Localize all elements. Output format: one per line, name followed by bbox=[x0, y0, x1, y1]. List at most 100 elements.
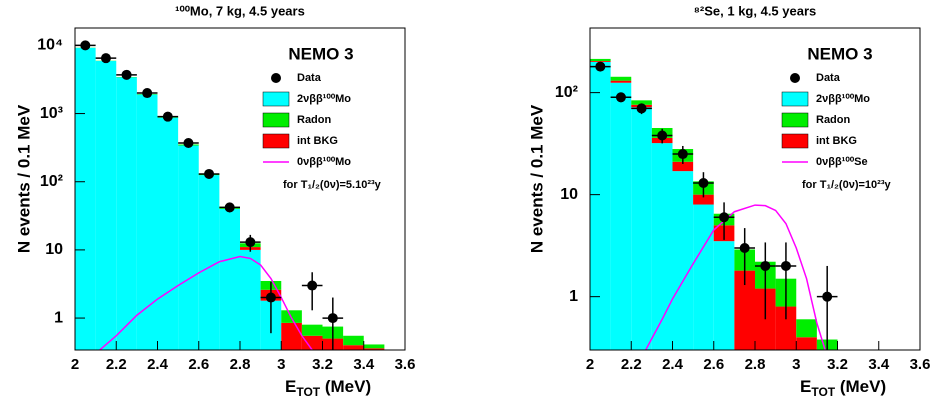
data-point bbox=[162, 111, 173, 122]
histogram-bar bbox=[610, 80, 632, 83]
histogram-bar bbox=[363, 348, 385, 350]
histogram-bar bbox=[240, 249, 261, 350]
histogram-bar bbox=[343, 345, 364, 350]
panel: 2 2.2 2.4 2.6 2.8 3 3.2 3.4 3.6 1 10 10² 10³ 10⁴ ¹⁰⁰Mo… bbox=[14, 3, 415, 399]
signal-curve bbox=[645, 204, 826, 350]
plot-area bbox=[590, 58, 838, 350]
histogram-bar bbox=[775, 306, 797, 350]
y-tick-label: 1 bbox=[54, 309, 63, 326]
x-axis-label: ETOT (MeV) bbox=[800, 377, 886, 399]
histogram-bar bbox=[693, 194, 714, 205]
x-label-sub: TOT bbox=[811, 385, 835, 399]
histogram-bar bbox=[281, 322, 302, 350]
x-label-main: E bbox=[285, 377, 296, 396]
histogram-bar bbox=[363, 344, 385, 349]
histogram-bar bbox=[178, 145, 199, 350]
x-label-unit: (MeV) bbox=[320, 377, 371, 396]
legend-swatch bbox=[262, 112, 290, 128]
legend-label: Data bbox=[297, 72, 322, 84]
x-tick-label: 3.6 bbox=[910, 356, 931, 373]
legend-label: 2νββ¹⁰⁰Mo bbox=[816, 93, 870, 105]
panel: 2 2.2 2.4 2.6 2.8 3 3.2 3.4 3.6 1 10 10² ⁸²Se, 1 kg,… bbox=[527, 3, 930, 399]
chart-title: ¹⁰⁰Mo, 7 kg, 4.5 years bbox=[175, 3, 305, 18]
legend-label: Data bbox=[816, 72, 841, 84]
data-point bbox=[183, 138, 194, 149]
y-tick-label: 10² bbox=[555, 84, 578, 101]
histogram-bar bbox=[219, 208, 240, 350]
x-tick-label: 2.4 bbox=[147, 356, 169, 373]
legend-label: 2νββ¹⁰⁰Mo bbox=[297, 93, 351, 105]
histogram-bar bbox=[95, 61, 117, 350]
histogram-bar bbox=[301, 324, 323, 336]
x-label-main: E bbox=[800, 377, 811, 396]
x-tick-label: 2.8 bbox=[230, 356, 251, 373]
x-axis-label: ETOT (MeV) bbox=[285, 377, 371, 399]
histogram-bar bbox=[301, 335, 323, 350]
data-point bbox=[719, 212, 730, 223]
legend-label: int BKG bbox=[297, 135, 338, 147]
data-point bbox=[739, 242, 750, 253]
legend-label: Radon bbox=[816, 114, 851, 126]
data-point bbox=[595, 61, 606, 72]
x-tick-label: 2.6 bbox=[703, 356, 724, 373]
x-tick-label: 3 bbox=[277, 356, 285, 373]
annotation: for T₁/₂(0ν)=5.10²³y bbox=[283, 179, 382, 191]
x-tick-label: 2 bbox=[586, 356, 594, 373]
legend-label: 0νββ¹⁰⁰Se bbox=[816, 156, 868, 168]
legend-swatch bbox=[781, 91, 809, 107]
histogram-bar bbox=[713, 241, 735, 350]
x-label-sub: TOT bbox=[296, 385, 320, 399]
data-point bbox=[100, 53, 111, 64]
legend-swatch bbox=[781, 112, 809, 128]
data-point bbox=[657, 130, 668, 141]
x-tick-label: 2.8 bbox=[745, 356, 766, 373]
data-point bbox=[307, 280, 318, 291]
y-tick-label: 10² bbox=[40, 173, 63, 190]
x-tick-label: 3.2 bbox=[312, 356, 333, 373]
legend-swatch bbox=[262, 91, 290, 107]
data-point bbox=[121, 69, 132, 80]
data-point bbox=[265, 292, 276, 303]
y-tick-label: 1 bbox=[569, 288, 578, 305]
legend-swatch bbox=[781, 133, 809, 149]
signal-curve bbox=[99, 255, 313, 350]
data-point bbox=[245, 237, 256, 248]
data-point bbox=[224, 202, 235, 213]
legend-label: 0νββ¹⁰⁰Mo bbox=[297, 156, 351, 168]
legend-marker bbox=[790, 73, 800, 83]
legend-title: NEMO 3 bbox=[288, 44, 353, 63]
data-point bbox=[204, 168, 215, 179]
y-tick-label: 10 bbox=[45, 241, 63, 258]
legend-title: NEMO 3 bbox=[807, 44, 872, 63]
histogram-bar bbox=[610, 82, 632, 350]
histogram-bar bbox=[116, 77, 137, 350]
x-tick-label: 2.4 bbox=[662, 356, 684, 373]
x-tick-label: 3.2 bbox=[827, 356, 848, 373]
data-point bbox=[760, 260, 771, 271]
y-tick-label: 10³ bbox=[40, 105, 63, 122]
histogram-bar bbox=[590, 61, 611, 350]
data-point bbox=[636, 103, 647, 114]
data-point bbox=[142, 88, 153, 99]
annotation: for T₁/₂(0ν)=10²³y bbox=[802, 179, 891, 191]
chart-title: ⁸²Se, 1 kg, 4.5 years bbox=[694, 3, 817, 18]
data-point bbox=[80, 40, 91, 51]
x-tick-label: 2.2 bbox=[621, 356, 642, 373]
x-label-unit: (MeV) bbox=[835, 377, 886, 396]
y-tick-label: 10⁴ bbox=[37, 37, 63, 54]
histogram-bar bbox=[796, 337, 817, 350]
x-tick-label: 3.6 bbox=[395, 356, 416, 373]
data-point bbox=[327, 313, 338, 324]
data-point bbox=[822, 291, 833, 302]
histogram-bar bbox=[590, 58, 611, 62]
data-point bbox=[780, 260, 791, 271]
plot-area bbox=[75, 40, 385, 350]
histogram-bar bbox=[672, 171, 694, 350]
histogram-bar bbox=[75, 47, 96, 350]
y-axis-label: N events / 0.1 MeV bbox=[527, 104, 546, 253]
histogram-bar bbox=[693, 204, 714, 350]
x-tick-label: 3.4 bbox=[353, 356, 375, 373]
histogram-bar bbox=[136, 94, 158, 350]
histogram-bar bbox=[610, 76, 632, 81]
